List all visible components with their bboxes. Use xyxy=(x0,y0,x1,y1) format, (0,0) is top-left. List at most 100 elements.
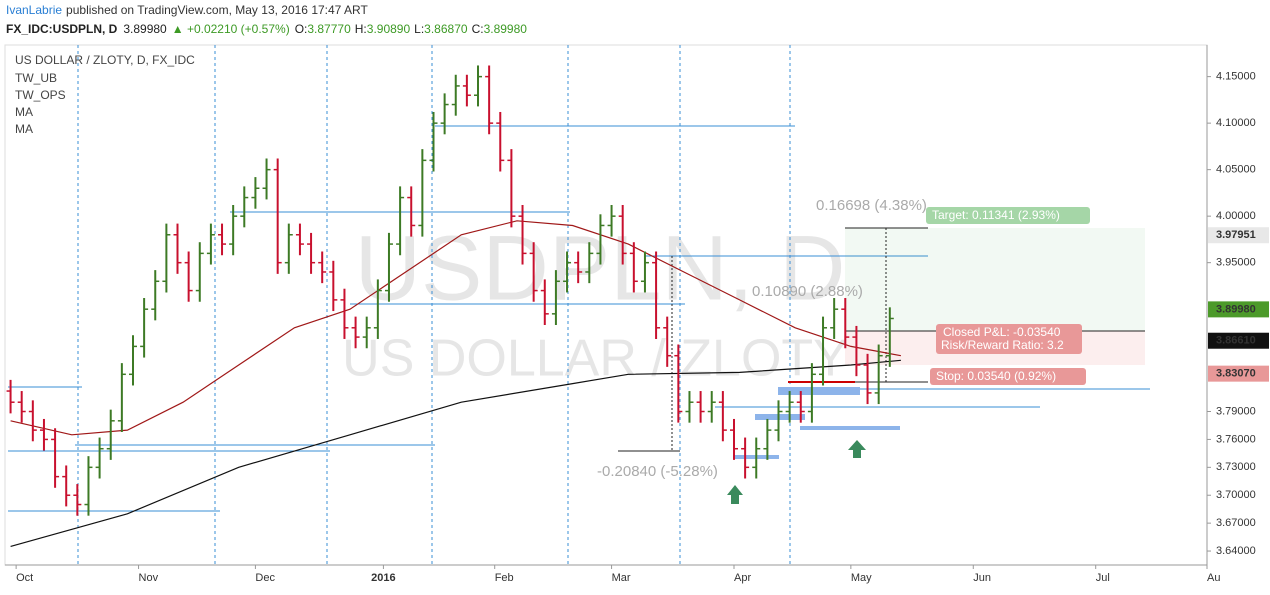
ohlc-bar xyxy=(262,158,271,200)
ohlc-bar xyxy=(407,186,416,237)
ohlc-bar xyxy=(206,223,215,265)
ohlc-bar xyxy=(863,353,872,405)
ohlc-bar xyxy=(73,484,82,516)
ohlc-bar xyxy=(39,418,48,451)
ohlc-bar xyxy=(362,316,371,349)
ohlc-bar xyxy=(852,325,861,377)
ohlc-bar xyxy=(841,298,850,349)
target-badge xyxy=(926,207,1090,224)
ohlc-bar xyxy=(830,298,839,339)
y-tick-label: 3.79000 xyxy=(1216,405,1256,417)
y-tick-label: 4.15000 xyxy=(1216,71,1256,83)
y-tick-label: 3.76000 xyxy=(1216,433,1256,445)
ohlc-bar xyxy=(685,391,694,423)
x-tick-label: Feb xyxy=(495,572,514,584)
low: 3.86870 xyxy=(424,22,468,36)
x-tick-label: Mar xyxy=(612,572,631,584)
ohlc-bar xyxy=(251,177,260,209)
ohlc-bar xyxy=(162,223,171,293)
last: 3.89980 xyxy=(123,22,167,36)
ohlc-bar xyxy=(874,344,883,405)
ohlc-bar xyxy=(885,307,894,367)
stop-badge xyxy=(930,368,1086,385)
ohlc-bar xyxy=(95,437,104,479)
ohlc-bar xyxy=(607,205,616,237)
ohlc-bar xyxy=(295,223,304,256)
ohlc-bar xyxy=(128,335,137,386)
ohlc-bar xyxy=(807,363,816,423)
close-label: C: xyxy=(472,22,484,36)
total-move: 0.16698 (4.38%) xyxy=(816,197,927,214)
ohlc-bar xyxy=(62,465,71,507)
ohlc-bar xyxy=(640,251,649,293)
moving-average xyxy=(10,220,902,436)
support-box xyxy=(778,387,860,395)
price-label: 3.89980 xyxy=(1216,303,1256,315)
open: 3.87770 xyxy=(307,22,351,36)
price-label: 3.86610 xyxy=(1216,335,1256,347)
ohlc-bar xyxy=(117,363,126,432)
x-tick-label: Dec xyxy=(255,572,275,584)
legend-item: TW_UB xyxy=(15,71,57,85)
legend-item: TW_OPS xyxy=(15,88,66,102)
x-tick-label: Jun xyxy=(973,572,991,584)
author[interactable]: IvanLabrie xyxy=(6,3,62,17)
ohlc-bar xyxy=(618,205,627,265)
ohlc-bar xyxy=(518,205,527,265)
price-label: 3.97951 xyxy=(1216,229,1256,241)
ohlc-bar xyxy=(674,344,683,423)
session-lines xyxy=(77,45,791,565)
ohlc-bar xyxy=(429,111,438,172)
ohlc-bar xyxy=(540,279,549,325)
price-label-box xyxy=(1208,301,1269,318)
price-label-box xyxy=(1208,332,1269,349)
x-tick-label: Nov xyxy=(139,572,159,584)
stop-label: Stop: 0.03540 (0.92%) xyxy=(936,369,1056,383)
ohlc-bar xyxy=(84,456,93,516)
ohlc-bar xyxy=(774,400,783,442)
y-tick-label: 3.73000 xyxy=(1216,461,1256,473)
target-label: Target: 0.11341 (2.93%) xyxy=(932,208,1060,222)
high-label: H: xyxy=(355,22,367,36)
ohlc-bar xyxy=(752,437,761,479)
y-tick-label: 3.70000 xyxy=(1216,489,1256,501)
moving-average xyxy=(10,359,901,547)
ohlc-bar xyxy=(462,74,471,107)
ohlc-bar xyxy=(696,391,705,423)
ohlc-bar xyxy=(318,251,327,284)
low-label: L: xyxy=(414,22,424,36)
y-tick-label: 3.67000 xyxy=(1216,517,1256,529)
y-tick-label: 4.05000 xyxy=(1216,164,1256,176)
ohlc-bar xyxy=(229,205,238,256)
arrow-up xyxy=(848,440,866,458)
legend-item: MA xyxy=(15,122,33,136)
ohlc-bar xyxy=(373,279,382,339)
watermark-sub: US DOLLAR / ZLOTY xyxy=(342,330,848,388)
ohlc-bar xyxy=(28,400,37,442)
price-label-box xyxy=(1208,365,1269,382)
ohlc-bar xyxy=(307,232,316,274)
symbol: FX_IDC:USDPLN, D xyxy=(6,22,118,36)
x-tick-label: Jul xyxy=(1096,572,1110,584)
arrow-up xyxy=(727,485,743,504)
price-label: 3.83070 xyxy=(1216,368,1256,380)
ohlc-bar xyxy=(574,251,583,284)
ohlc-bar xyxy=(340,288,349,339)
ohlc-bar xyxy=(585,242,594,284)
ohlc-bar xyxy=(707,391,716,423)
ohlc-bar xyxy=(529,242,538,302)
ohlc-bar xyxy=(440,93,449,135)
open-label: O: xyxy=(295,22,308,36)
ohlc-bar xyxy=(173,223,182,274)
ohlc-bar xyxy=(819,316,828,386)
ohlc-bar xyxy=(195,242,204,302)
ohlc-bar xyxy=(396,186,405,256)
y-tick-label: 4.00000 xyxy=(1216,210,1256,222)
ohlc-bar xyxy=(796,391,805,423)
pl-badge xyxy=(936,324,1082,354)
ohlc-bar xyxy=(273,158,282,274)
ohlc-bar xyxy=(451,74,460,116)
legend-title: US DOLLAR / ZLOTY, D, FX_IDC xyxy=(15,53,195,67)
ohlc-bar xyxy=(240,186,249,228)
